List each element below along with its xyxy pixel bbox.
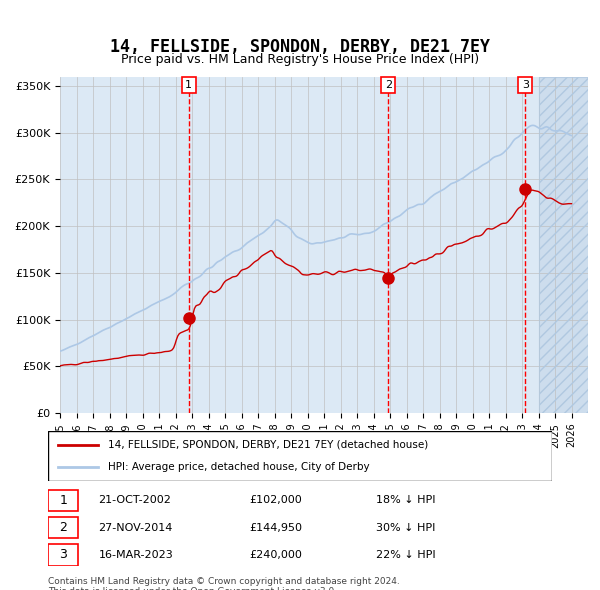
Text: 27-NOV-2014: 27-NOV-2014 [98, 523, 173, 533]
FancyBboxPatch shape [48, 490, 78, 511]
Text: 1: 1 [185, 80, 192, 90]
Text: 2: 2 [385, 80, 392, 90]
Text: 30% ↓ HPI: 30% ↓ HPI [376, 523, 435, 533]
Text: £144,950: £144,950 [250, 523, 302, 533]
Text: 3: 3 [59, 548, 67, 561]
Text: Price paid vs. HM Land Registry's House Price Index (HPI): Price paid vs. HM Land Registry's House … [121, 53, 479, 66]
Bar [539, 77, 588, 413]
Text: Contains HM Land Registry data © Crown copyright and database right 2024.
This d: Contains HM Land Registry data © Crown c… [48, 577, 400, 590]
Text: 14, FELLSIDE, SPONDON, DERBY, DE21 7EY: 14, FELLSIDE, SPONDON, DERBY, DE21 7EY [110, 38, 490, 57]
Text: £240,000: £240,000 [250, 550, 302, 560]
Text: 18% ↓ HPI: 18% ↓ HPI [376, 496, 435, 505]
Bar [539, 77, 588, 413]
FancyBboxPatch shape [48, 431, 552, 481]
Text: 21-OCT-2002: 21-OCT-2002 [98, 496, 171, 505]
Text: 3: 3 [522, 80, 529, 90]
FancyBboxPatch shape [48, 544, 78, 566]
FancyBboxPatch shape [48, 517, 78, 538]
Text: 22% ↓ HPI: 22% ↓ HPI [376, 550, 435, 560]
Text: 2: 2 [59, 521, 67, 534]
Text: 16-MAR-2023: 16-MAR-2023 [98, 550, 173, 560]
Text: 1: 1 [59, 494, 67, 507]
Text: HPI: Average price, detached house, City of Derby: HPI: Average price, detached house, City… [109, 462, 370, 472]
Text: 14, FELLSIDE, SPONDON, DERBY, DE21 7EY (detached house): 14, FELLSIDE, SPONDON, DERBY, DE21 7EY (… [109, 440, 429, 450]
Text: £102,000: £102,000 [250, 496, 302, 505]
